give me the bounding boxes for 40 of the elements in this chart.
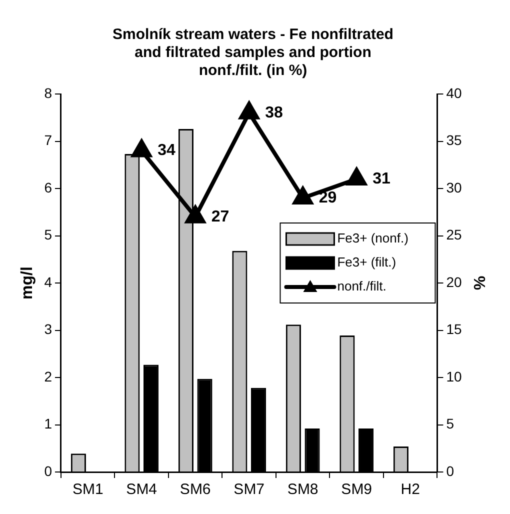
- y2-tick-label: 0: [446, 462, 454, 479]
- data-label: 31: [372, 170, 391, 188]
- y-tick-label: 5: [44, 226, 52, 243]
- y2-tick-label: 10: [446, 368, 462, 384]
- y-tick-label: 2: [44, 368, 52, 384]
- y-tick-label: 7: [44, 132, 52, 148]
- y-tick-label: 4: [44, 274, 52, 290]
- y2-tick-label: 5: [446, 416, 454, 432]
- y-tick-label: 8: [44, 84, 52, 101]
- x-tick-label: SM8: [287, 481, 318, 498]
- x-tick-label: SM6: [180, 481, 211, 498]
- y2-tick-label: 30: [446, 179, 462, 196]
- y2-tick-label: 25: [446, 226, 462, 243]
- y-axis-title: mg/l: [19, 266, 36, 300]
- point: [293, 186, 313, 204]
- y2-axis-title: %: [470, 276, 487, 290]
- legend-label: nonf./filt.: [337, 278, 386, 294]
- point: [186, 206, 206, 224]
- y-tick-label: 3: [44, 321, 52, 338]
- y-tick-label: 6: [44, 179, 52, 196]
- x-tick-label: SM7: [234, 481, 265, 498]
- x-tick-label: H2: [400, 481, 420, 498]
- x-tick-label: SM1: [72, 481, 104, 498]
- point: [132, 140, 152, 158]
- point: [346, 168, 366, 186]
- legend-label: Fe3+ (nonf.): [337, 230, 408, 246]
- data-label: 38: [265, 104, 284, 122]
- chart-title: Smolník stream waters - Fe nonfiltrated and filtrated samples and portion nonf./filt. (in %): [112, 26, 394, 80]
- y2-tick-label: 35: [446, 132, 462, 148]
- y2-tick-label: 20: [446, 274, 462, 290]
- point: [239, 102, 259, 120]
- x-tick-label: SM9: [341, 481, 372, 498]
- y-tick-label: 0: [44, 462, 52, 479]
- x-tick-label: SM4: [126, 481, 158, 498]
- data-label: 34: [158, 142, 176, 160]
- y-tick-label: 1: [44, 416, 52, 432]
- data-label: 27: [211, 208, 230, 226]
- y2-tick-label: 15: [446, 321, 462, 338]
- legend-label: Fe3+ (filt.): [337, 254, 396, 270]
- y2-tick-label: 40: [446, 84, 462, 101]
